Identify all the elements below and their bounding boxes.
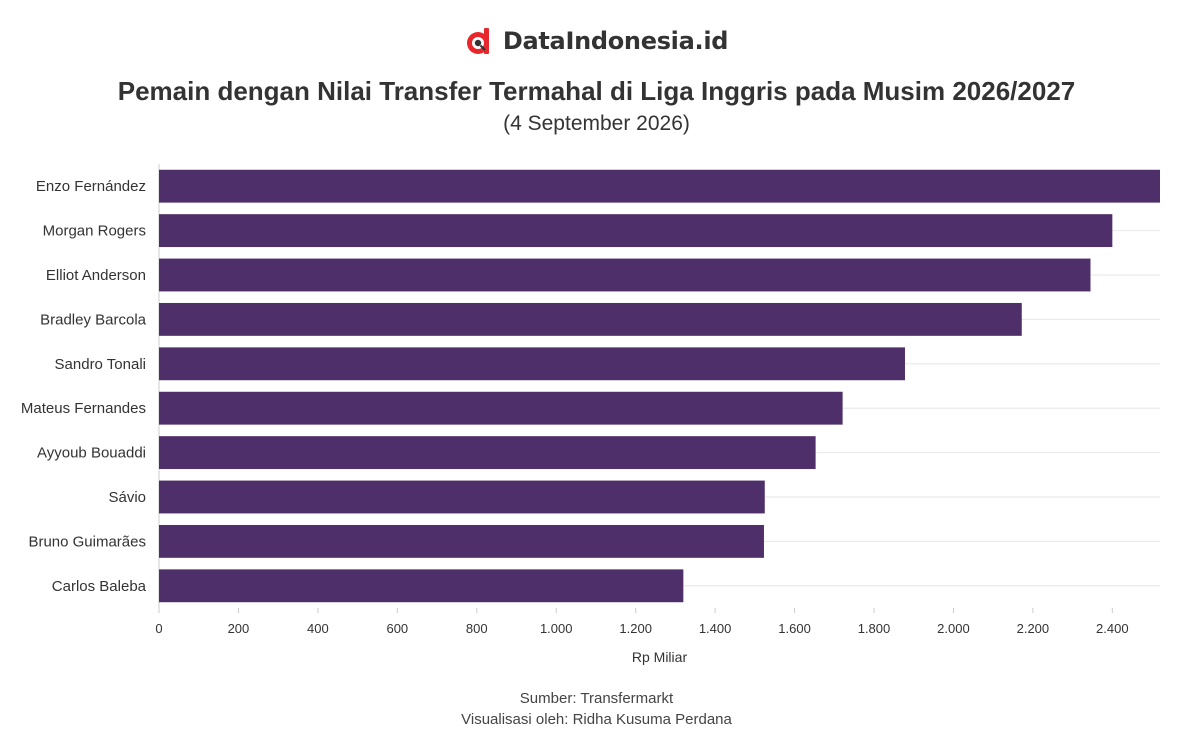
x-tick-label: 2.400 — [1096, 621, 1129, 636]
bar — [159, 214, 1113, 248]
bar — [159, 258, 1091, 292]
x-tick-label: 1.000 — [540, 621, 573, 636]
bar — [159, 347, 905, 381]
category-label: Bradley Barcola — [40, 311, 147, 328]
brand-name: DataIndonesia.id — [502, 27, 729, 55]
chart-title: Pemain dengan Nilai Transfer Termahal di… — [117, 76, 1076, 106]
x-tick-label: 0 — [155, 621, 162, 636]
category-label: Morgan Rogers — [43, 223, 146, 240]
category-label: Sandro Tonali — [55, 356, 146, 373]
bar — [159, 391, 843, 425]
category-label: Elliot Anderson — [46, 267, 146, 284]
category-label: Sávio — [108, 489, 146, 506]
bar — [159, 436, 816, 470]
x-tick-label: 600 — [386, 621, 408, 636]
x-axis-title: Rp Miliar — [632, 649, 688, 665]
x-tick-label: 1.600 — [778, 621, 811, 636]
bar — [159, 302, 1022, 336]
x-tick-label: 2.200 — [1017, 621, 1050, 636]
credit-note: Visualisasi oleh: Ridha Kusuma Perdana — [461, 711, 732, 728]
source-note: Sumber: Transfermarkt — [519, 690, 674, 707]
x-tick-label: 1.400 — [699, 621, 732, 636]
category-label: Enzo Fernández — [36, 178, 146, 195]
bar — [159, 480, 765, 514]
x-tick-label: 2.000 — [937, 621, 970, 636]
x-tick-label: 1.800 — [858, 621, 891, 636]
x-tick-label: 1.200 — [619, 621, 652, 636]
bar — [159, 169, 1160, 203]
category-label: Ayyoub Bouaddi — [37, 445, 146, 462]
x-tick-label: 800 — [466, 621, 488, 636]
bar — [159, 524, 764, 558]
x-tick-label: 200 — [228, 621, 250, 636]
category-label: Carlos Baleba — [52, 578, 147, 595]
x-tick-label: 400 — [307, 621, 329, 636]
chart-subtitle: (4 September 2026) — [503, 112, 690, 135]
category-label: Bruno Guimarães — [28, 533, 146, 550]
category-label: Mateus Fernandes — [21, 400, 146, 417]
bar — [159, 569, 684, 603]
brand-logo-icon — [466, 28, 489, 54]
brand: DataIndonesia.id — [0, 26, 1193, 56]
